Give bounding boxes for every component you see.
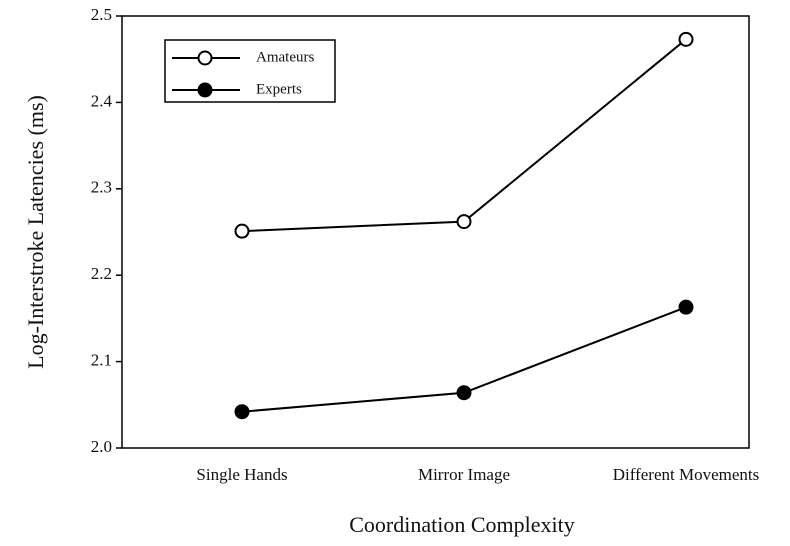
- y-tick-label: 2.3: [91, 178, 112, 197]
- point: [456, 385, 472, 401]
- legend-marker: [197, 50, 213, 66]
- y-tick-label: 2.0: [91, 437, 112, 456]
- x-tick-label: Different Movements: [613, 465, 760, 484]
- x-axis-label: Coordination Complexity: [349, 512, 575, 537]
- legend-marker: [197, 82, 213, 98]
- y-axis-label: Log-Interstroke Latencies (ms): [23, 95, 48, 369]
- legend-label: Experts: [256, 81, 302, 97]
- x-tick-label: Mirror Image: [418, 465, 510, 484]
- point: [234, 223, 250, 239]
- y-tick-label: 2.2: [91, 264, 112, 283]
- y-tick-label: 2.1: [91, 351, 112, 370]
- legend-label: Amateurs: [256, 49, 314, 65]
- point: [678, 31, 694, 47]
- y-tick-label: 2.5: [91, 5, 112, 24]
- legend-box: [164, 39, 336, 103]
- x-tick-label: Single Hands: [196, 465, 287, 484]
- y-tick-label: 2.4: [91, 91, 113, 110]
- point: [234, 404, 250, 420]
- point: [678, 299, 694, 315]
- point: [456, 214, 472, 230]
- plot-frame: [121, 15, 750, 449]
